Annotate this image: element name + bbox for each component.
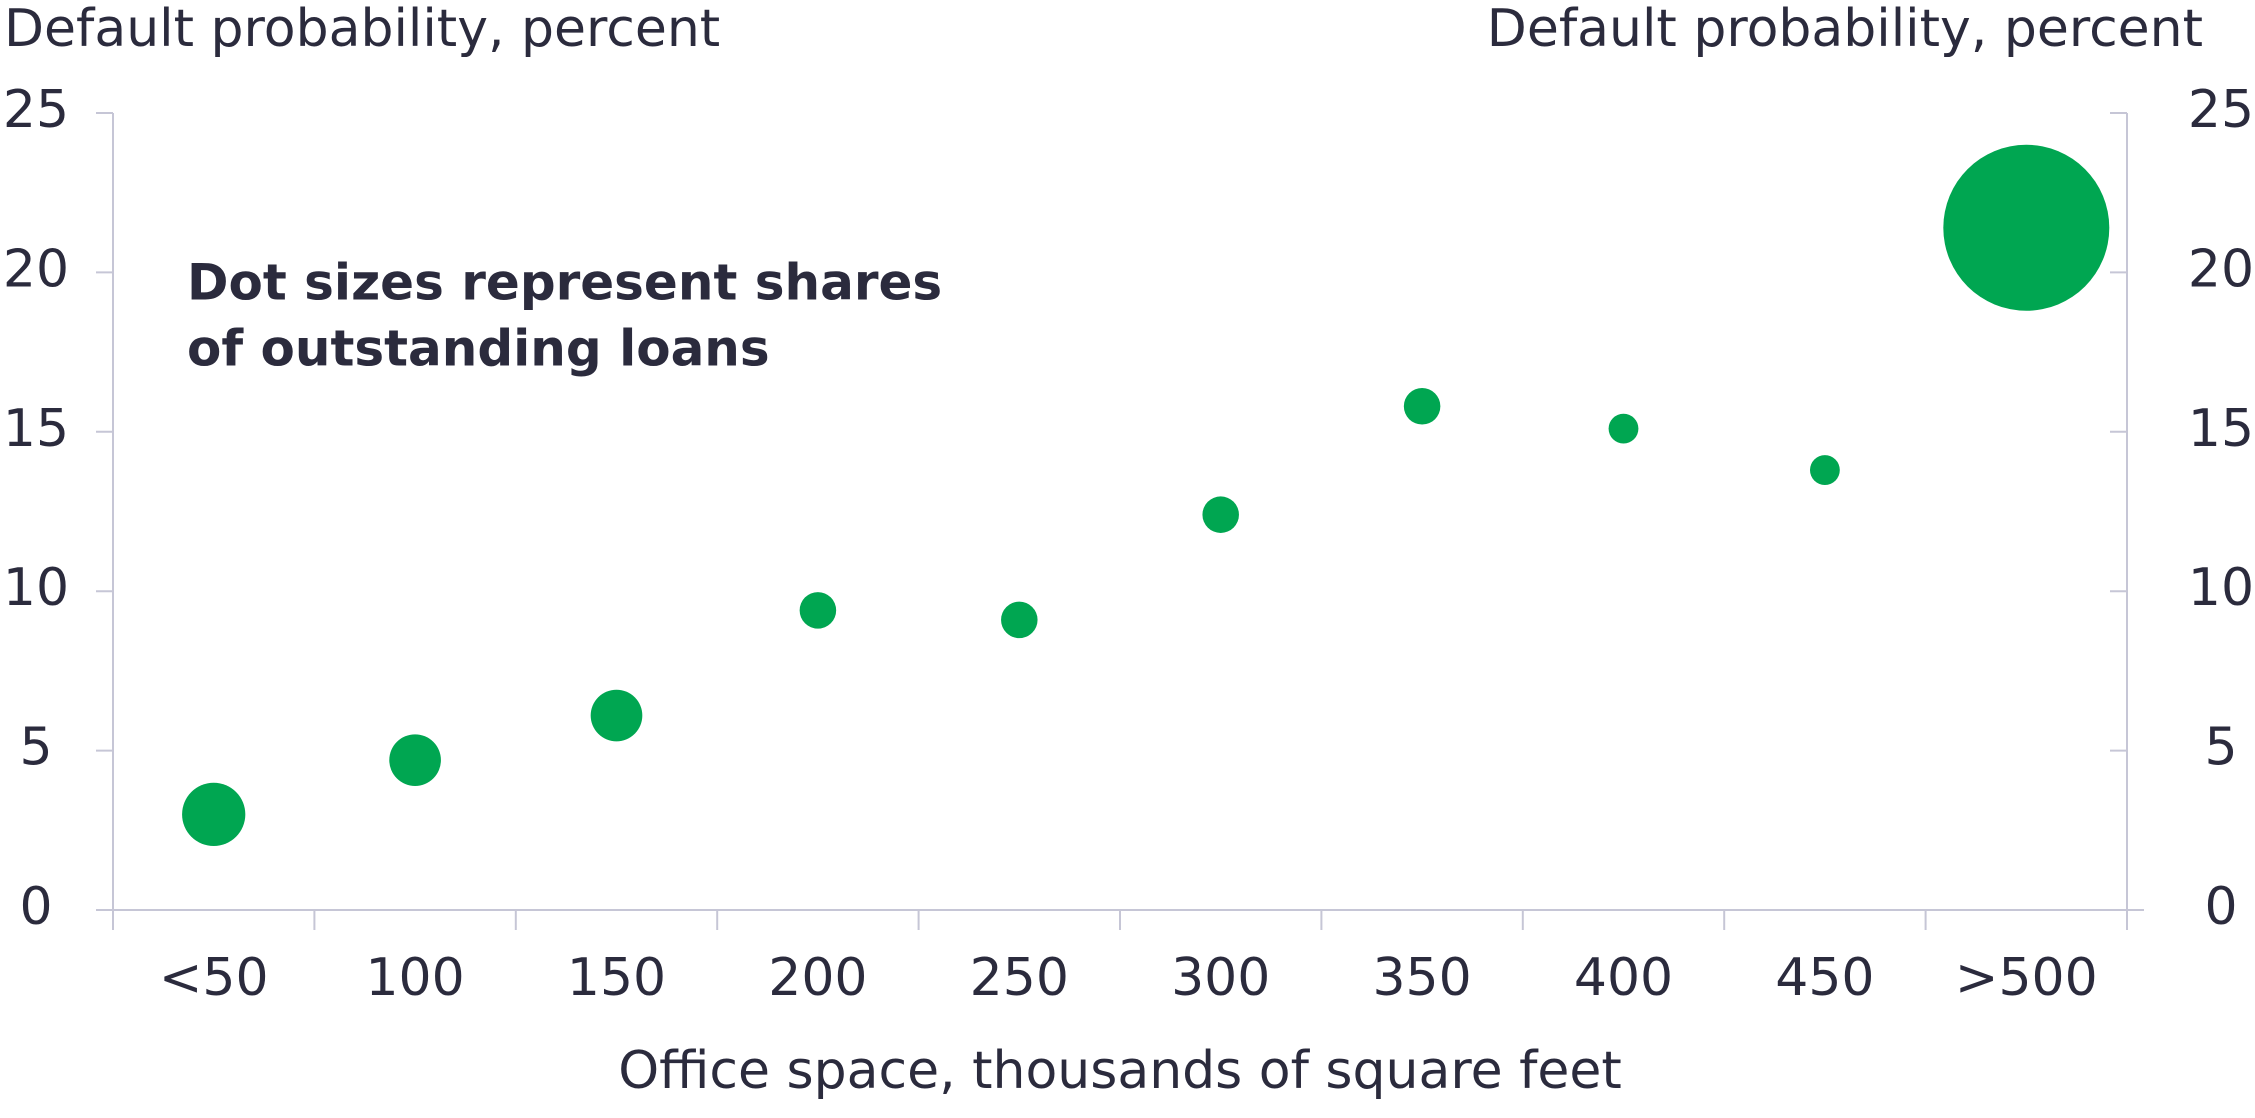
y2-axis-title: Default probability, percent xyxy=(1487,0,2203,59)
bubble xyxy=(590,689,643,742)
bubble xyxy=(1608,413,1639,444)
y2-tick-label: 15 xyxy=(2188,399,2254,459)
x-tick-label: 350 xyxy=(1372,948,1471,1008)
bubble xyxy=(1001,601,1038,639)
y2-tick-label: 25 xyxy=(2188,80,2254,140)
y-tick-label: 10 xyxy=(3,558,69,618)
x-tick-label: 150 xyxy=(567,948,666,1008)
y-tick-label: 15 xyxy=(3,399,69,459)
x-tick-label: 450 xyxy=(1775,948,1874,1008)
x-tick-label: 250 xyxy=(970,948,1069,1008)
x-tick-label: 100 xyxy=(365,948,464,1008)
y2-tick-label: 10 xyxy=(2188,558,2254,618)
x-tick-label: 400 xyxy=(1574,948,1673,1008)
y-tick-label: 0 xyxy=(19,877,52,937)
y2-tick-label: 5 xyxy=(2204,718,2237,778)
bubble xyxy=(1809,455,1840,485)
annotation: of outstanding loans xyxy=(187,320,770,378)
y-axis-title: Default probability, percent xyxy=(4,0,720,59)
bubble xyxy=(799,592,837,629)
y2-tick-label: 0 xyxy=(2204,877,2237,937)
annotation: Dot sizes represent shares xyxy=(187,254,942,312)
y-tick-label: 5 xyxy=(19,718,52,778)
x-tick-label: 300 xyxy=(1171,948,1270,1008)
bubble xyxy=(1202,496,1239,533)
bubble xyxy=(182,782,246,846)
y-tick-label: 25 xyxy=(3,80,69,140)
bubble xyxy=(1403,388,1441,425)
bubble xyxy=(1943,144,2110,311)
bubble xyxy=(389,734,441,786)
y-tick-label: 20 xyxy=(3,239,69,299)
x-tick-label: 200 xyxy=(768,948,867,1008)
x-axis-title: Office space, thousands of square feet xyxy=(618,1041,1622,1101)
x-tick-label: <50 xyxy=(159,948,269,1008)
y2-tick-label: 20 xyxy=(2188,239,2254,299)
x-tick-label: >500 xyxy=(1955,948,2098,1008)
